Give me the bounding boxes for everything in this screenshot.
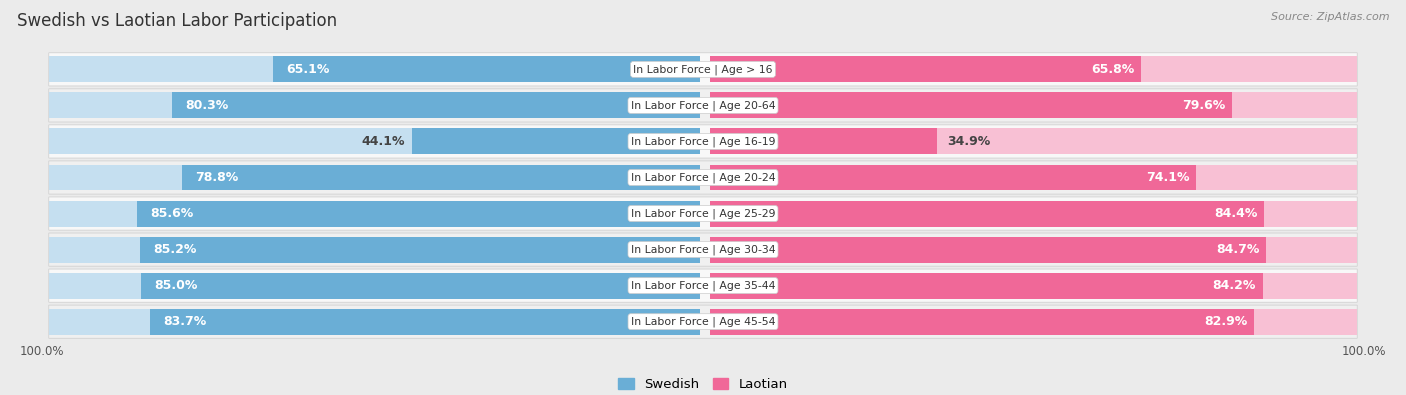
FancyBboxPatch shape <box>49 53 1357 86</box>
Bar <box>710 165 1357 190</box>
Bar <box>710 92 1357 118</box>
Text: 65.1%: 65.1% <box>285 63 329 76</box>
Bar <box>141 273 700 299</box>
Text: 84.4%: 84.4% <box>1213 207 1257 220</box>
FancyBboxPatch shape <box>49 197 1357 230</box>
Text: In Labor Force | Age 16-19: In Labor Force | Age 16-19 <box>631 136 775 147</box>
Bar <box>710 237 1265 263</box>
Text: 85.0%: 85.0% <box>155 279 198 292</box>
FancyBboxPatch shape <box>49 125 1357 158</box>
Text: In Labor Force | Age 30-34: In Labor Force | Age 30-34 <box>631 245 775 255</box>
Text: 84.7%: 84.7% <box>1216 243 1260 256</box>
Bar <box>710 201 1357 226</box>
Text: 80.3%: 80.3% <box>186 99 229 112</box>
Bar <box>710 165 1197 190</box>
Text: Source: ZipAtlas.com: Source: ZipAtlas.com <box>1271 12 1389 22</box>
Bar <box>49 273 696 299</box>
Bar <box>141 237 700 263</box>
Bar <box>49 92 696 118</box>
Text: 85.2%: 85.2% <box>153 243 197 256</box>
Bar <box>710 56 1142 82</box>
Bar <box>183 165 700 190</box>
Text: In Labor Force | Age 20-24: In Labor Force | Age 20-24 <box>631 172 775 183</box>
Bar <box>138 201 700 226</box>
Bar <box>412 128 700 154</box>
Bar <box>710 92 1232 118</box>
Bar <box>710 56 1357 82</box>
Text: In Labor Force | Age 25-29: In Labor Force | Age 25-29 <box>631 208 775 219</box>
Text: Swedish vs Laotian Labor Participation: Swedish vs Laotian Labor Participation <box>17 12 337 30</box>
Bar <box>49 56 696 82</box>
Bar <box>710 201 1264 226</box>
Text: In Labor Force | Age 45-54: In Labor Force | Age 45-54 <box>631 316 775 327</box>
Bar <box>710 309 1357 335</box>
Text: 79.6%: 79.6% <box>1182 99 1226 112</box>
Text: In Labor Force | Age 20-64: In Labor Force | Age 20-64 <box>631 100 775 111</box>
Text: 44.1%: 44.1% <box>361 135 405 148</box>
FancyBboxPatch shape <box>49 269 1357 302</box>
Bar <box>710 273 1357 299</box>
Text: 78.8%: 78.8% <box>195 171 239 184</box>
Text: 82.9%: 82.9% <box>1205 315 1247 328</box>
Text: 74.1%: 74.1% <box>1146 171 1189 184</box>
Bar <box>710 237 1357 263</box>
Text: 85.6%: 85.6% <box>150 207 194 220</box>
Bar <box>49 128 696 154</box>
Bar <box>49 165 696 190</box>
Bar <box>173 92 700 118</box>
Legend: Swedish, Laotian: Swedish, Laotian <box>613 373 793 395</box>
Bar <box>710 273 1263 299</box>
Text: 84.2%: 84.2% <box>1213 279 1256 292</box>
FancyBboxPatch shape <box>49 305 1357 338</box>
FancyBboxPatch shape <box>49 161 1357 194</box>
Bar <box>710 309 1254 335</box>
Bar <box>273 56 700 82</box>
Text: 34.9%: 34.9% <box>946 135 990 148</box>
Bar <box>49 237 696 263</box>
Text: 83.7%: 83.7% <box>163 315 207 328</box>
Bar <box>49 201 696 226</box>
FancyBboxPatch shape <box>49 89 1357 122</box>
FancyBboxPatch shape <box>49 233 1357 266</box>
Bar <box>150 309 700 335</box>
Text: In Labor Force | Age > 16: In Labor Force | Age > 16 <box>633 64 773 75</box>
Bar <box>710 128 1357 154</box>
Text: In Labor Force | Age 35-44: In Labor Force | Age 35-44 <box>631 280 775 291</box>
Bar <box>49 309 696 335</box>
Bar <box>710 128 936 154</box>
Text: 65.8%: 65.8% <box>1091 63 1135 76</box>
